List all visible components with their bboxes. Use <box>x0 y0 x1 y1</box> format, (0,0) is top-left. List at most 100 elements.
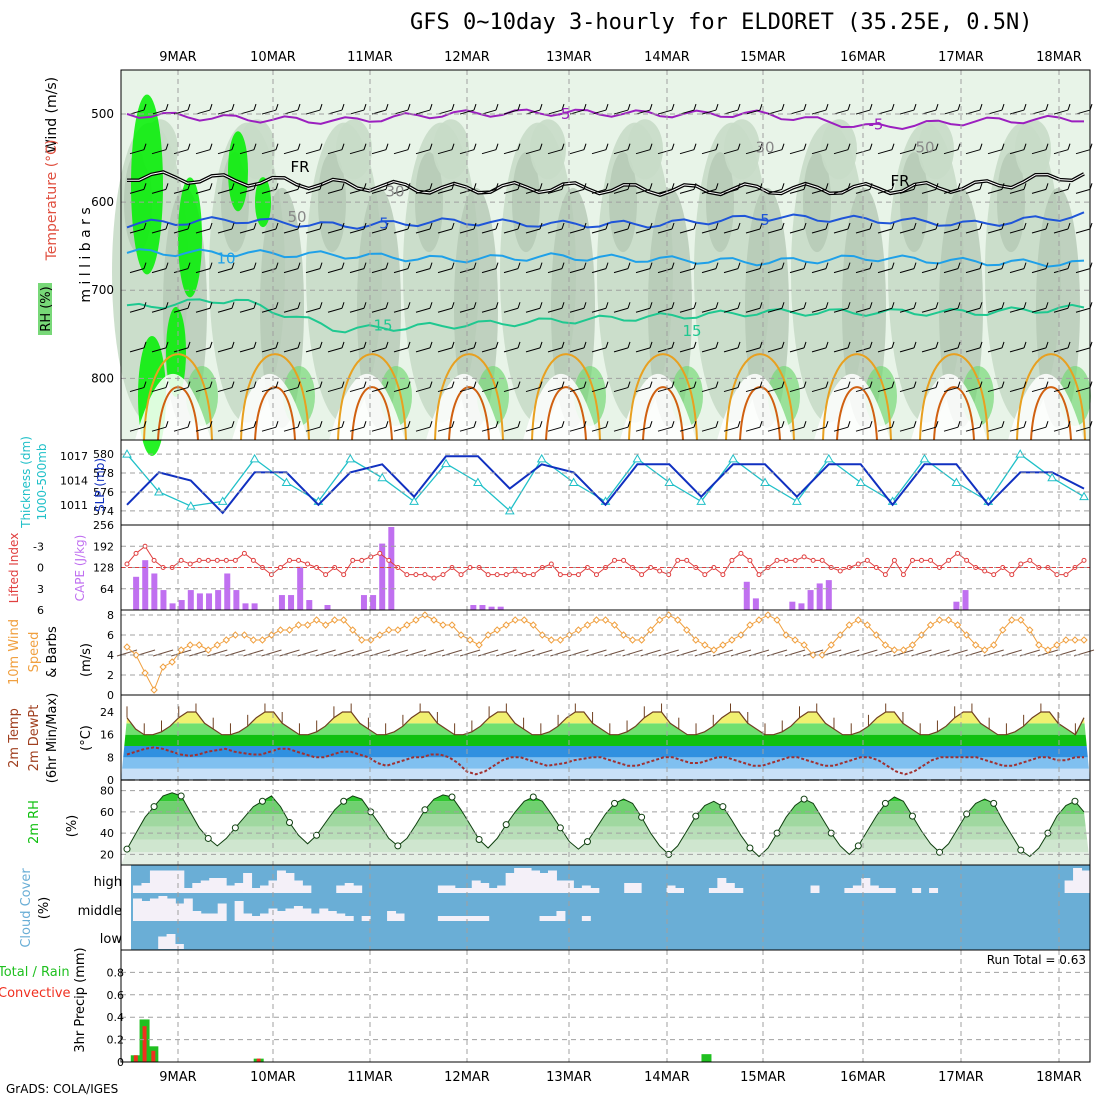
wind-barb <box>1053 109 1069 115</box>
temp-contour <box>126 108 1084 131</box>
wind-barb <box>745 307 761 313</box>
wind-barb <box>503 188 519 194</box>
wind-barb <box>657 387 673 393</box>
precip-total-bar <box>701 1054 712 1062</box>
wind-barb-flag <box>517 302 521 309</box>
grid-lines <box>121 70 1090 1062</box>
wind-barb-flag <box>319 302 323 309</box>
wind-barb-flag <box>715 341 719 349</box>
li-marker <box>323 572 329 578</box>
wind-barb-flag <box>715 302 719 309</box>
wind-barb <box>811 426 827 432</box>
li-marker <box>341 572 347 578</box>
wind-barb-flag <box>495 381 499 388</box>
wind-barb-flag <box>1023 183 1027 190</box>
thickness-marker <box>217 496 228 505</box>
wind-barb-flag <box>253 103 257 111</box>
wind-barb-flag <box>627 262 631 269</box>
wind-barb <box>283 347 299 353</box>
wind-barb <box>701 109 717 115</box>
wind-barb-flag <box>495 302 499 309</box>
rh-area <box>530 119 566 180</box>
wind-barb-flag <box>1001 222 1005 230</box>
li-marker <box>151 557 157 563</box>
rh-area <box>255 177 271 228</box>
wind-speed-marker <box>755 616 763 624</box>
temp-band <box>121 712 1090 724</box>
temp-contour-20 <box>919 353 989 441</box>
wind-barb <box>679 268 695 274</box>
date-label-bottom: 10MAR <box>250 1070 296 1085</box>
wind-barb-flag <box>759 381 763 388</box>
wind-barb <box>877 307 893 313</box>
wind-barb <box>1031 268 1047 274</box>
cloud-bar <box>344 916 354 921</box>
wind-barb <box>173 307 189 313</box>
wind-speed-marker <box>637 636 646 644</box>
y-tick-temp: 8 <box>107 751 114 764</box>
wind-barb <box>987 347 1003 353</box>
wind-barb <box>789 109 805 115</box>
date-label-bottom: 18MAR <box>1036 1070 1082 1085</box>
wind-barb <box>1075 109 1091 115</box>
li-marker <box>864 557 870 563</box>
wind-barb-flag <box>627 103 631 111</box>
wind-barb <box>239 426 255 432</box>
wind-barb-flag <box>869 381 873 388</box>
wind-barb <box>877 188 893 194</box>
wind-barb <box>921 426 937 432</box>
wind-speed-marker <box>908 641 917 649</box>
li-marker <box>277 565 283 570</box>
cloud-bar <box>243 913 253 921</box>
wind-barb <box>1031 387 1047 393</box>
wind-barb-flag <box>231 421 235 428</box>
wind-barb <box>657 149 673 155</box>
wind-barb-flag <box>319 262 323 269</box>
wind-barb <box>833 188 849 194</box>
wind-barb-flag <box>605 183 609 190</box>
wind-barb-flag <box>935 302 939 309</box>
wind-barb <box>305 109 321 115</box>
cape-bar <box>816 583 823 610</box>
wind-barb <box>437 149 453 155</box>
wind-barb-flag <box>803 341 807 349</box>
contour-label: 10 <box>216 250 235 268</box>
cape-bar <box>251 603 258 610</box>
wind-barb-flag <box>385 183 389 190</box>
wind-speed-marker <box>782 631 790 639</box>
wind-barb-flag <box>583 143 587 150</box>
wind-barb <box>239 149 255 155</box>
wind-barb-flag <box>649 143 653 150</box>
wind-barb <box>129 268 145 274</box>
wind-barb <box>965 268 981 274</box>
wind-barb-10m <box>279 649 300 657</box>
rh-clear-area <box>1008 373 1084 440</box>
wind-barb <box>151 387 167 393</box>
wind-barb <box>745 228 761 234</box>
footer-credit: GrADS: COLA/IGES <box>6 1082 119 1096</box>
wind-speed-marker <box>899 646 908 654</box>
wind-barb-flag <box>693 262 697 269</box>
wind-speed-marker <box>845 621 853 629</box>
wind-barb-flag <box>1045 143 1049 150</box>
date-label-bottom: 11MAR <box>347 1070 393 1085</box>
wind-barb <box>371 347 387 353</box>
ylabel-precip: 3hr Precip (mm) <box>73 947 88 1052</box>
wind-barb <box>151 149 167 155</box>
cloud-bar <box>209 913 219 921</box>
wind-barb-flag <box>957 381 961 388</box>
date-label-top: 17MAR <box>938 50 984 65</box>
wind-barb-flag <box>649 381 653 388</box>
cape-bar <box>242 603 249 610</box>
wind-speed-marker <box>655 616 664 624</box>
date-label-top: 18MAR <box>1036 50 1082 65</box>
wind-barb <box>371 228 387 234</box>
wind-barb <box>305 188 321 194</box>
wind-barb-flag <box>671 143 675 150</box>
wind-barb <box>547 149 563 155</box>
wind-speed-marker <box>791 636 799 644</box>
wind-speed-marker <box>430 616 438 624</box>
cape-bar <box>169 603 176 610</box>
rh-marker <box>231 824 239 832</box>
wind-barb-flag <box>517 143 521 150</box>
